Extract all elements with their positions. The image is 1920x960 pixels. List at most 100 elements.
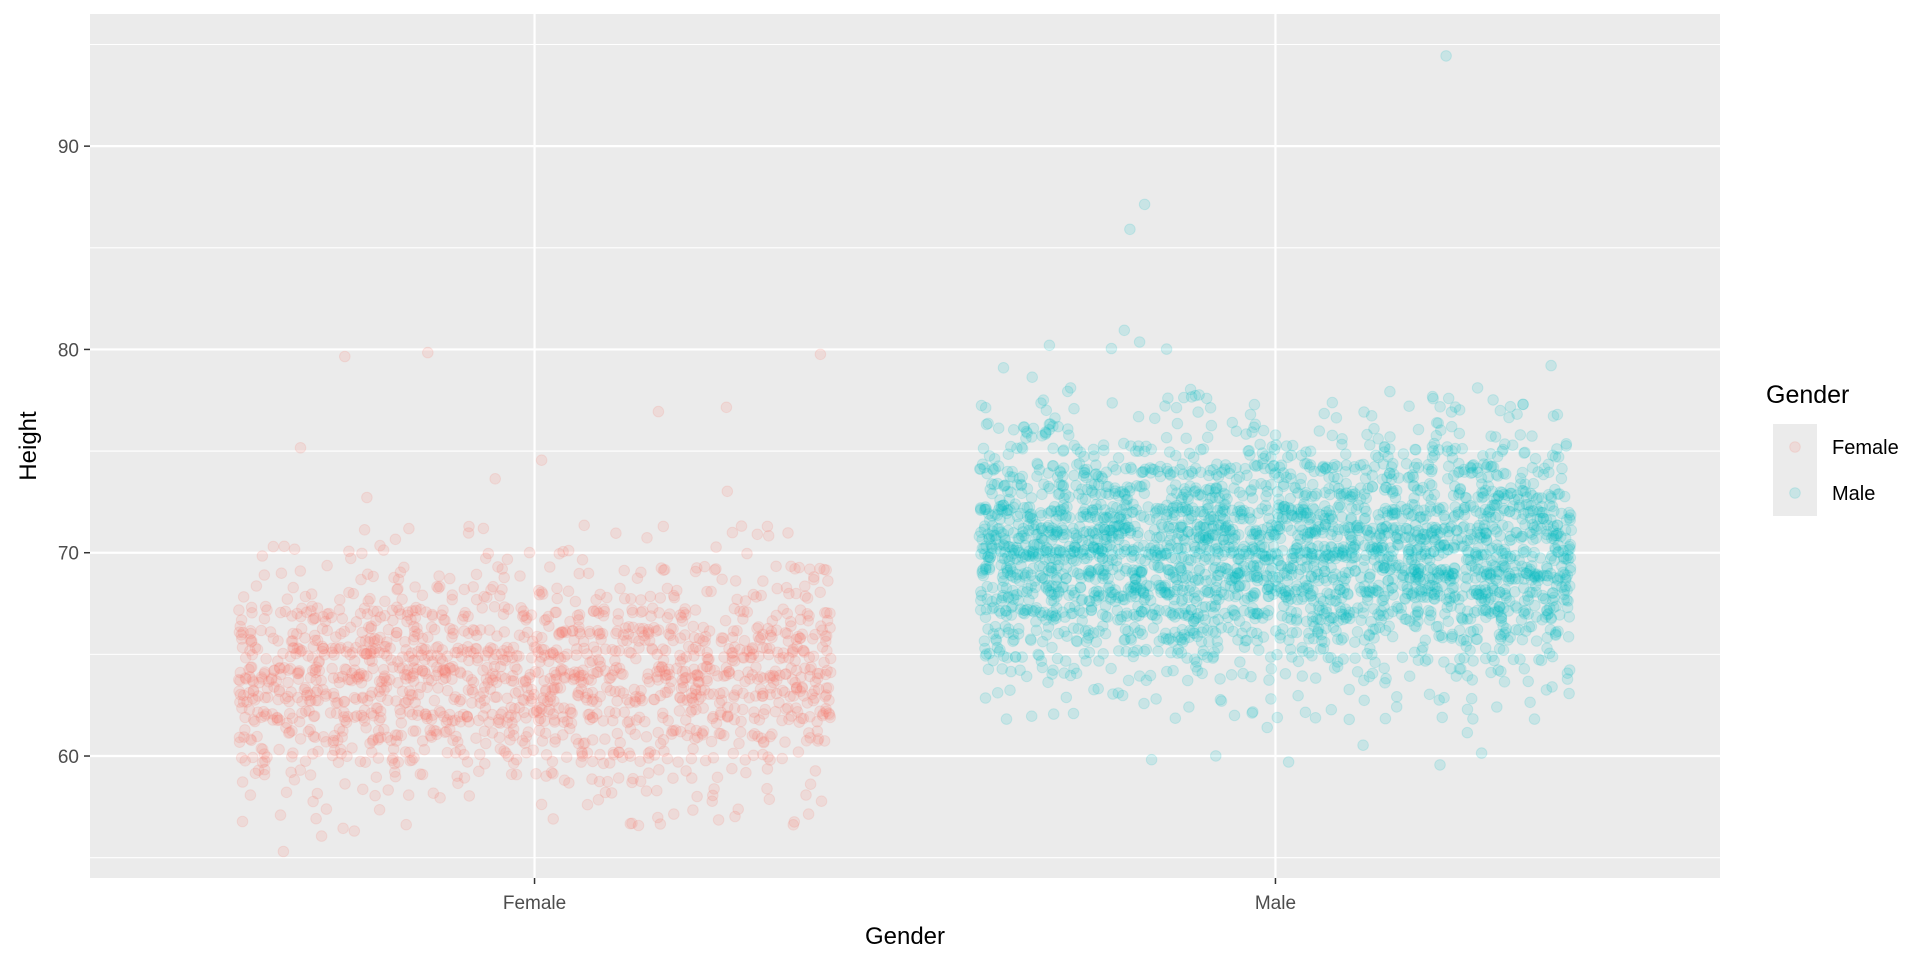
data-point: [315, 674, 328, 687]
data-point: [1363, 670, 1376, 683]
data-point: [721, 485, 734, 498]
data-point: [1069, 600, 1081, 613]
data-point: [507, 757, 520, 770]
data-point: [320, 688, 333, 700]
data-point: [582, 708, 595, 721]
data-point: [408, 630, 421, 643]
data-point: [687, 804, 699, 816]
data-point: [1541, 570, 1554, 582]
data-point: [823, 694, 835, 707]
data-point: [424, 729, 437, 742]
data-point: [463, 520, 475, 533]
data-point: [665, 675, 678, 688]
data-point: [419, 643, 432, 656]
data-point: [1379, 712, 1392, 725]
data-point: [548, 716, 561, 728]
data-point: [1562, 595, 1574, 607]
data-point: [1106, 397, 1118, 409]
data-point: [367, 734, 380, 746]
data-point: [446, 660, 459, 673]
data-point: [1304, 602, 1317, 615]
data-point: [528, 706, 540, 719]
data-point: [275, 567, 288, 580]
data-point: [741, 547, 753, 560]
data-point: [1351, 666, 1364, 678]
data-point: [441, 684, 454, 697]
y-tick-label: 90: [58, 137, 79, 158]
data-point: [234, 696, 246, 708]
data-point: [1490, 574, 1503, 587]
data-point: [525, 695, 537, 707]
data-point: [367, 570, 380, 583]
data-point: [523, 672, 536, 684]
data-point: [1057, 581, 1070, 593]
data-point: [824, 652, 837, 665]
data-point: [533, 588, 546, 601]
data-point: [819, 607, 831, 619]
data-point: [488, 601, 501, 613]
data-point: [821, 645, 833, 657]
data-point: [415, 642, 428, 655]
data-point: [321, 559, 333, 572]
data-point: [652, 811, 664, 824]
data-point: [1453, 593, 1465, 606]
data-point: [1532, 466, 1544, 478]
data-point: [293, 715, 306, 728]
data-point: [1323, 482, 1335, 495]
data-point: [369, 789, 381, 802]
data-point: [726, 647, 738, 659]
data-point: [642, 752, 655, 764]
data-point: [510, 768, 523, 781]
data-point: [679, 665, 692, 678]
data-point: [1073, 521, 1086, 533]
data-point: [481, 661, 493, 674]
data-point: [659, 669, 672, 681]
data-point: [430, 642, 443, 654]
data-point: [634, 755, 646, 768]
data-point: [473, 765, 485, 778]
data-point: [395, 717, 408, 729]
data-point: [1268, 443, 1281, 456]
data-point: [799, 580, 811, 593]
data-point: [249, 694, 261, 706]
data-point: [1411, 600, 1423, 613]
data-point: [564, 615, 576, 628]
data-point: [614, 736, 627, 749]
data-point: [439, 614, 451, 627]
data-point: [657, 520, 670, 533]
data-point: [551, 582, 563, 595]
data-point: [997, 581, 1009, 594]
data-point: [247, 676, 260, 688]
data-point: [762, 530, 775, 542]
data-point: [723, 666, 735, 678]
data-point: [512, 685, 525, 698]
data-point: [751, 528, 764, 541]
data-point: [1514, 429, 1527, 441]
data-point: [1550, 580, 1563, 592]
data-point: [358, 602, 371, 615]
data-point: [718, 651, 730, 663]
data-point: [279, 692, 292, 705]
data-point: [721, 711, 734, 724]
data-point: [654, 592, 667, 604]
data-point: [663, 608, 676, 620]
data-point: [1112, 687, 1125, 699]
data-point: [1039, 426, 1052, 438]
data-point: [821, 664, 833, 677]
data-point: [1465, 692, 1478, 705]
data-point: [313, 655, 326, 668]
data-point: [394, 707, 407, 720]
data-point: [286, 725, 298, 737]
data-point: [1467, 713, 1479, 725]
data-point: [619, 622, 632, 634]
data-point: [1263, 512, 1275, 525]
data-point: [1096, 552, 1109, 565]
data-point: [820, 635, 832, 648]
data-point: [1075, 572, 1087, 585]
data-point: [699, 754, 712, 767]
data-point: [465, 674, 478, 686]
data-point: [1518, 663, 1531, 675]
data-point: [313, 664, 326, 677]
data-point: [1438, 656, 1450, 668]
data-point: [1409, 443, 1421, 456]
